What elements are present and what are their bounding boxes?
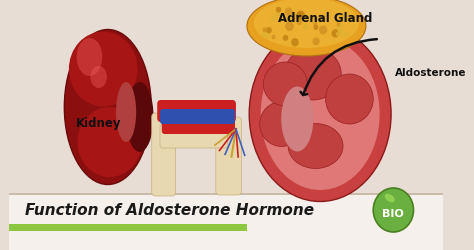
Ellipse shape [340,14,347,22]
FancyBboxPatch shape [160,110,235,124]
Ellipse shape [266,28,272,34]
Ellipse shape [336,32,341,38]
Ellipse shape [276,8,281,14]
Ellipse shape [78,108,142,177]
Ellipse shape [337,23,340,27]
Ellipse shape [261,30,270,40]
FancyBboxPatch shape [160,124,228,148]
Ellipse shape [64,30,151,185]
Ellipse shape [285,16,293,25]
FancyBboxPatch shape [152,114,175,196]
Bar [9,193,443,195]
Ellipse shape [296,13,303,20]
Text: Kidney: Kidney [76,116,121,129]
Ellipse shape [297,12,305,21]
Bar [9,194,443,250]
Ellipse shape [283,36,288,42]
Ellipse shape [281,87,313,152]
Ellipse shape [254,0,359,49]
Text: BIO: BIO [383,208,404,218]
Ellipse shape [274,13,280,18]
Ellipse shape [285,22,294,32]
Ellipse shape [264,63,307,106]
FancyBboxPatch shape [157,100,236,122]
Ellipse shape [385,194,395,202]
Ellipse shape [326,75,373,124]
Ellipse shape [91,67,107,89]
Text: Function of Aldosterone Hormone: Function of Aldosterone Hormone [25,203,314,218]
Ellipse shape [312,38,320,46]
Bar [9,224,247,231]
Ellipse shape [303,24,309,31]
Ellipse shape [336,26,344,35]
Ellipse shape [272,36,275,40]
Ellipse shape [343,32,348,38]
Ellipse shape [340,24,344,28]
Ellipse shape [313,23,318,27]
Text: Adrenal Gland: Adrenal Gland [278,12,372,25]
Ellipse shape [291,39,299,47]
Ellipse shape [284,49,341,100]
Ellipse shape [288,124,343,169]
Ellipse shape [297,20,302,26]
Ellipse shape [314,26,319,31]
Ellipse shape [77,39,102,77]
Ellipse shape [116,83,136,142]
Ellipse shape [319,26,328,35]
Ellipse shape [126,83,154,152]
Ellipse shape [263,28,267,33]
Circle shape [373,188,413,232]
Ellipse shape [69,32,137,107]
Text: Aldosterone: Aldosterone [395,68,467,78]
FancyBboxPatch shape [216,118,241,195]
Ellipse shape [331,30,339,38]
Ellipse shape [249,28,391,202]
FancyBboxPatch shape [162,118,235,134]
Ellipse shape [271,16,276,22]
Ellipse shape [260,102,304,147]
Ellipse shape [247,0,366,57]
Ellipse shape [285,8,292,16]
Ellipse shape [261,39,380,190]
